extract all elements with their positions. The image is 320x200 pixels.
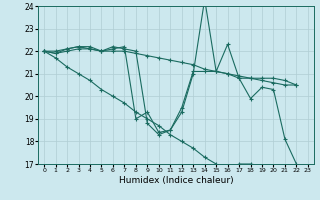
X-axis label: Humidex (Indice chaleur): Humidex (Indice chaleur) [119,176,233,185]
